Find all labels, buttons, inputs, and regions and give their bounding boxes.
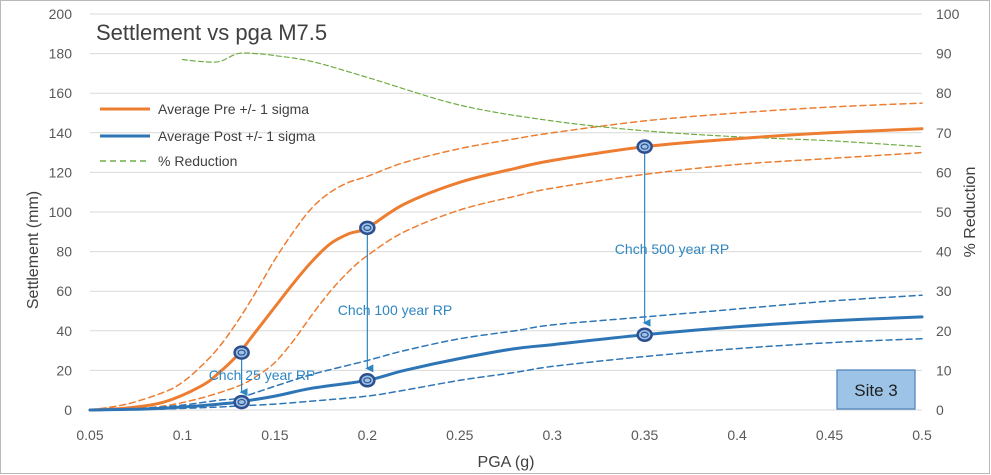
- data-point-marker-inner: [640, 331, 649, 338]
- y2-axis-ticks: 0 10 20 30 40 50 60 70 80 90 100: [936, 6, 960, 418]
- data-point-marker-inner: [363, 224, 372, 231]
- series-layer: [88, 52, 924, 412]
- y-axis-ticks: 0 20 40 60 80 100 120 140 160 180 200: [49, 6, 73, 418]
- y-tick-label: 160: [49, 85, 73, 101]
- x-tick-label: 0.15: [261, 427, 288, 443]
- y2-tick-label: 60: [936, 164, 952, 180]
- y-tick-label: 120: [49, 164, 73, 180]
- x-tick-label: 0.25: [446, 427, 473, 443]
- data-point-marker-inner: [363, 377, 372, 384]
- legend-post-label: Average Post +/- 1 sigma: [158, 128, 316, 144]
- series-line-average-post: [88, 315, 924, 412]
- y-tick-label: 200: [49, 6, 73, 22]
- x-axis-title: PGA (g): [478, 454, 535, 471]
- annotation-label: Chch 25 year RP: [209, 367, 316, 383]
- data-point-marker: [233, 345, 250, 360]
- series-line-reduction: [181, 52, 923, 148]
- annotation-layer: Chch 25 year RP Chch 100 year RP Chch 500 …: [209, 152, 729, 397]
- annotation-label: Chch 100 year RP: [338, 302, 452, 318]
- x-tick-label: 0.45: [816, 427, 843, 443]
- site-label-background: [836, 369, 916, 410]
- series-line-pre-1-sigma: [89, 151, 923, 411]
- y2-tick-label: 50: [936, 204, 952, 220]
- x-axis-ticks: 0.05 0.1 0.15 0.2 0.25 0.3 0.35 0.4 0.45 0.5: [76, 427, 932, 443]
- data-point-marker: [359, 220, 376, 236]
- marker-layer: [233, 139, 653, 410]
- x-tick-label: 0.05: [76, 427, 103, 443]
- data-point-marker: [233, 394, 250, 410]
- chart-title: Settlement vs pga M7.5: [96, 20, 327, 45]
- x-tick-label: 0.35: [631, 427, 658, 443]
- y2-tick-label: 100: [936, 6, 960, 22]
- x-tick-label: 0.5: [912, 427, 932, 443]
- y2-tick-label: 70: [936, 125, 952, 141]
- y-tick-label: 180: [49, 46, 73, 62]
- series-line-post-1-sigma: [89, 294, 923, 411]
- y2-tick-label: 0: [936, 402, 944, 418]
- data-point-marker-inner: [237, 398, 246, 406]
- data-point-marker: [359, 373, 376, 388]
- y-tick-label: 140: [49, 125, 73, 141]
- y-tick-label: 100: [49, 204, 73, 220]
- y-tick-label: 80: [56, 244, 72, 260]
- gridlines: [90, 13, 922, 411]
- y-tick-label: 0: [64, 402, 72, 418]
- y2-tick-label: 10: [936, 362, 952, 378]
- annotation-label: Chch 500 year RP: [615, 241, 729, 257]
- data-point-marker-inner: [640, 143, 649, 150]
- y2-axis-title: % Reduction: [962, 167, 979, 258]
- x-tick-label: 0.4: [727, 427, 747, 443]
- site-label-box: Site 3: [836, 369, 916, 410]
- y2-tick-label: 40: [936, 244, 952, 260]
- y2-tick-label: 30: [936, 283, 952, 299]
- legend: Average Pre +/- 1 sigma Average Post +/-…: [100, 101, 316, 169]
- data-point-marker-inner: [237, 349, 246, 356]
- y-tick-label: 20: [56, 362, 72, 378]
- series-line-post-1-sigma: [89, 337, 923, 411]
- x-tick-label: 0.3: [542, 427, 562, 443]
- x-tick-label: 0.2: [358, 427, 378, 443]
- x-tick-label: 0.1: [173, 427, 193, 443]
- y2-tick-label: 90: [936, 46, 952, 62]
- series-line-pre-1-sigma: [89, 102, 923, 411]
- y-tick-label: 40: [56, 323, 72, 339]
- legend-pre-label: Average Pre +/- 1 sigma: [158, 101, 309, 117]
- legend-reduction-label: % Reduction: [158, 153, 237, 169]
- y2-tick-label: 80: [936, 85, 952, 101]
- y2-tick-label: 20: [936, 323, 952, 339]
- data-point-marker: [636, 139, 653, 154]
- site-label-text: Site 3: [854, 381, 897, 400]
- data-point-marker: [636, 327, 653, 343]
- y-axis-title: Settlement (mm): [25, 191, 42, 309]
- y-tick-label: 60: [56, 283, 72, 299]
